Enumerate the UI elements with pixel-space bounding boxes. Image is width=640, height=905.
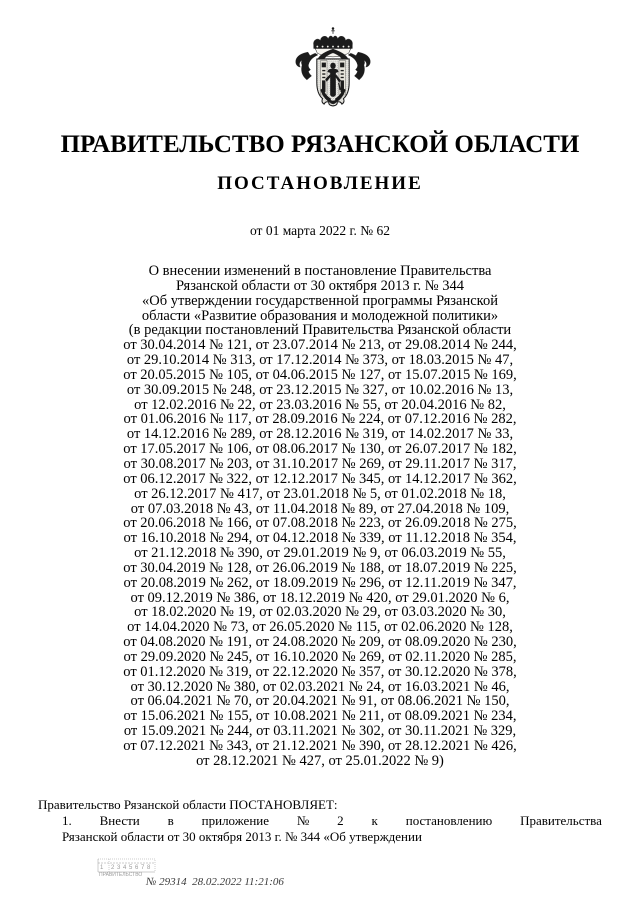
svg-text:7: 7 [141, 865, 145, 871]
svg-text:5: 5 [129, 865, 133, 871]
svg-text:ПРАВИТЕЛЬСТВО: ПРАВИТЕЛЬСТВО [99, 872, 142, 878]
svg-text:4: 4 [123, 865, 127, 871]
svg-text:3: 3 [117, 865, 121, 871]
svg-text:6: 6 [135, 865, 139, 871]
svg-text:8: 8 [147, 865, 151, 871]
svg-text:1: 1 [100, 865, 104, 871]
svg-text:2: 2 [111, 865, 115, 871]
